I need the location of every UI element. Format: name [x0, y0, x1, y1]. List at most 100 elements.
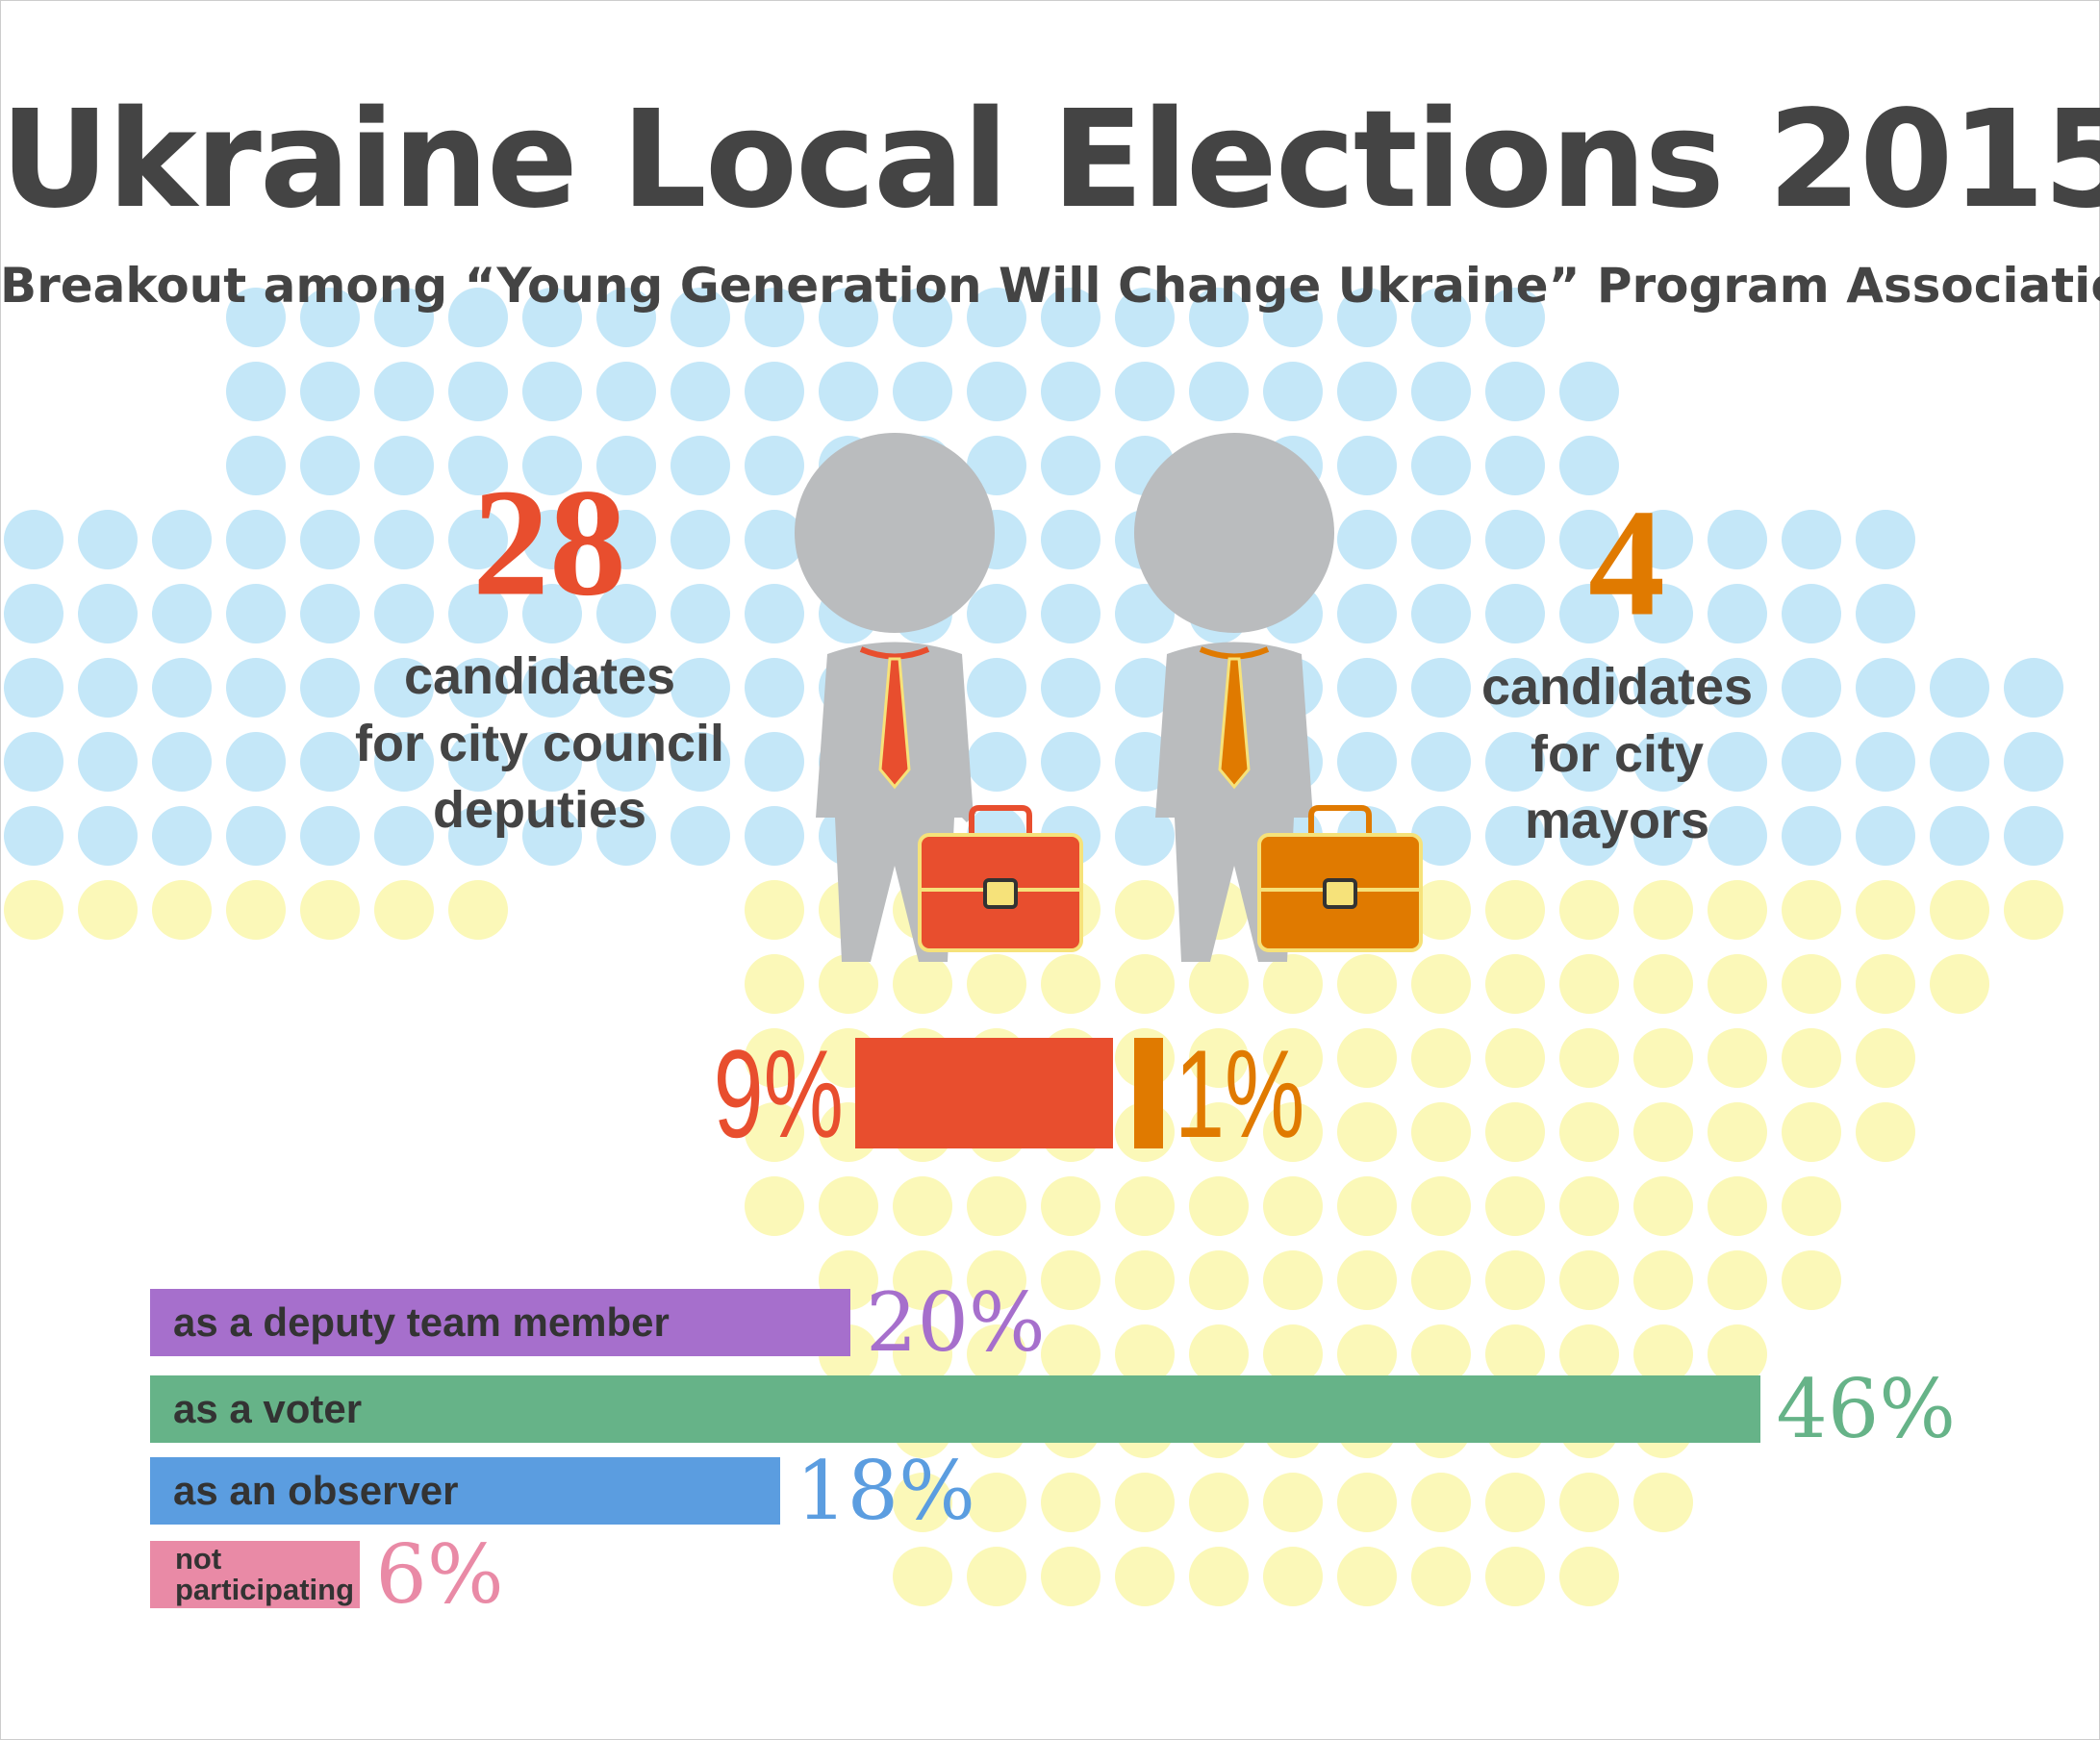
- candidate-label: candidates: [1480, 658, 1754, 716]
- dot: [152, 510, 212, 569]
- dot: [226, 584, 286, 643]
- subtitle: Breakout among “Young Generation Will Ch…: [0, 258, 2100, 314]
- dot: [1930, 732, 1989, 792]
- dot: [745, 806, 804, 866]
- dot: [1115, 362, 1175, 421]
- dot: [967, 1547, 1026, 1606]
- dot: [1337, 658, 1397, 718]
- dot: [1633, 1102, 1693, 1162]
- dot: [1633, 1473, 1693, 1532]
- dot: [596, 436, 656, 495]
- dot: [1485, 1028, 1545, 1088]
- dot: [1189, 1324, 1249, 1384]
- person-figure: [795, 433, 1083, 962]
- dot: [1189, 362, 1249, 421]
- title: Ukraine Local Elections 2015: [0, 82, 2100, 239]
- dot: [1337, 1028, 1397, 1088]
- dot: [670, 806, 730, 866]
- dot: [1633, 732, 1693, 792]
- dot: [1263, 954, 1323, 1014]
- dot: [300, 436, 360, 495]
- dot: [893, 1473, 952, 1532]
- dot: [1485, 1473, 1545, 1532]
- value-label: 20%: [866, 1275, 1046, 1370]
- dot: [1559, 584, 1619, 643]
- dot: [893, 288, 952, 347]
- dot: [78, 732, 138, 792]
- dot: [1115, 1547, 1175, 1606]
- dot: [1337, 362, 1397, 421]
- dot: [596, 510, 656, 569]
- dot: [745, 288, 804, 347]
- person-figure: [1134, 433, 1423, 962]
- dot: [819, 288, 878, 347]
- share-bar: [854, 1038, 1113, 1148]
- dot: [374, 806, 434, 866]
- dot: [1485, 1547, 1545, 1606]
- dot: [1856, 584, 1915, 643]
- dot: [1485, 288, 1545, 347]
- dot: [1411, 1176, 1471, 1236]
- dot: [1189, 1250, 1249, 1310]
- dot: [448, 732, 508, 792]
- dot: [1337, 1547, 1397, 1606]
- dot: [670, 436, 730, 495]
- dot: [893, 1547, 952, 1606]
- dot: [1411, 362, 1471, 421]
- dot: [1263, 1250, 1323, 1310]
- dot: [522, 436, 582, 495]
- category-label: as a deputy team member: [173, 1299, 670, 1345]
- dot: [1856, 658, 1915, 718]
- dot: [1041, 658, 1101, 718]
- dot: [893, 954, 952, 1014]
- dot: [1041, 1547, 1101, 1606]
- dot: [1337, 584, 1397, 643]
- dot: [448, 436, 508, 495]
- dot: [1041, 732, 1101, 792]
- category-label: as a voter: [173, 1386, 363, 1431]
- dot: [1559, 1102, 1619, 1162]
- dot: [1485, 584, 1545, 643]
- dot: [893, 362, 952, 421]
- dot: [819, 1176, 878, 1236]
- dot: [670, 732, 730, 792]
- dot: [152, 732, 212, 792]
- candidate-label: candidates: [403, 647, 676, 705]
- dot: [1559, 1250, 1619, 1310]
- dot: [1708, 658, 1767, 718]
- dot: [1633, 806, 1693, 866]
- dot: [448, 288, 508, 347]
- dot: [1411, 954, 1471, 1014]
- dot: [1337, 954, 1397, 1014]
- dot: [1633, 1176, 1693, 1236]
- dot: [1115, 288, 1175, 347]
- dot: [1337, 732, 1397, 792]
- dot: [1411, 1250, 1471, 1310]
- dot: [745, 732, 804, 792]
- dot: [2004, 880, 2063, 940]
- dot: [300, 288, 360, 347]
- dot: [596, 658, 656, 718]
- dot: [1782, 1028, 1841, 1088]
- dot: [152, 658, 212, 718]
- dot: [745, 1102, 804, 1162]
- bar: as a deputy team member: [150, 1289, 850, 1356]
- dot: [1708, 1176, 1767, 1236]
- dot: [1782, 510, 1841, 569]
- dot: [1708, 806, 1767, 866]
- dot: [1411, 1102, 1471, 1162]
- dot: [1633, 1250, 1693, 1310]
- dot: [1189, 1176, 1249, 1236]
- dot: [300, 732, 360, 792]
- candidate-label: for city: [1530, 725, 1705, 783]
- dot: [1633, 658, 1693, 718]
- dot: [1856, 510, 1915, 569]
- dot: [1633, 510, 1693, 569]
- dot: [1337, 1324, 1397, 1384]
- dot: [1782, 1250, 1841, 1310]
- dot: [226, 880, 286, 940]
- value-label: 18%: [796, 1444, 975, 1538]
- category-label: as an observer: [173, 1468, 459, 1513]
- dot: [967, 1473, 1026, 1532]
